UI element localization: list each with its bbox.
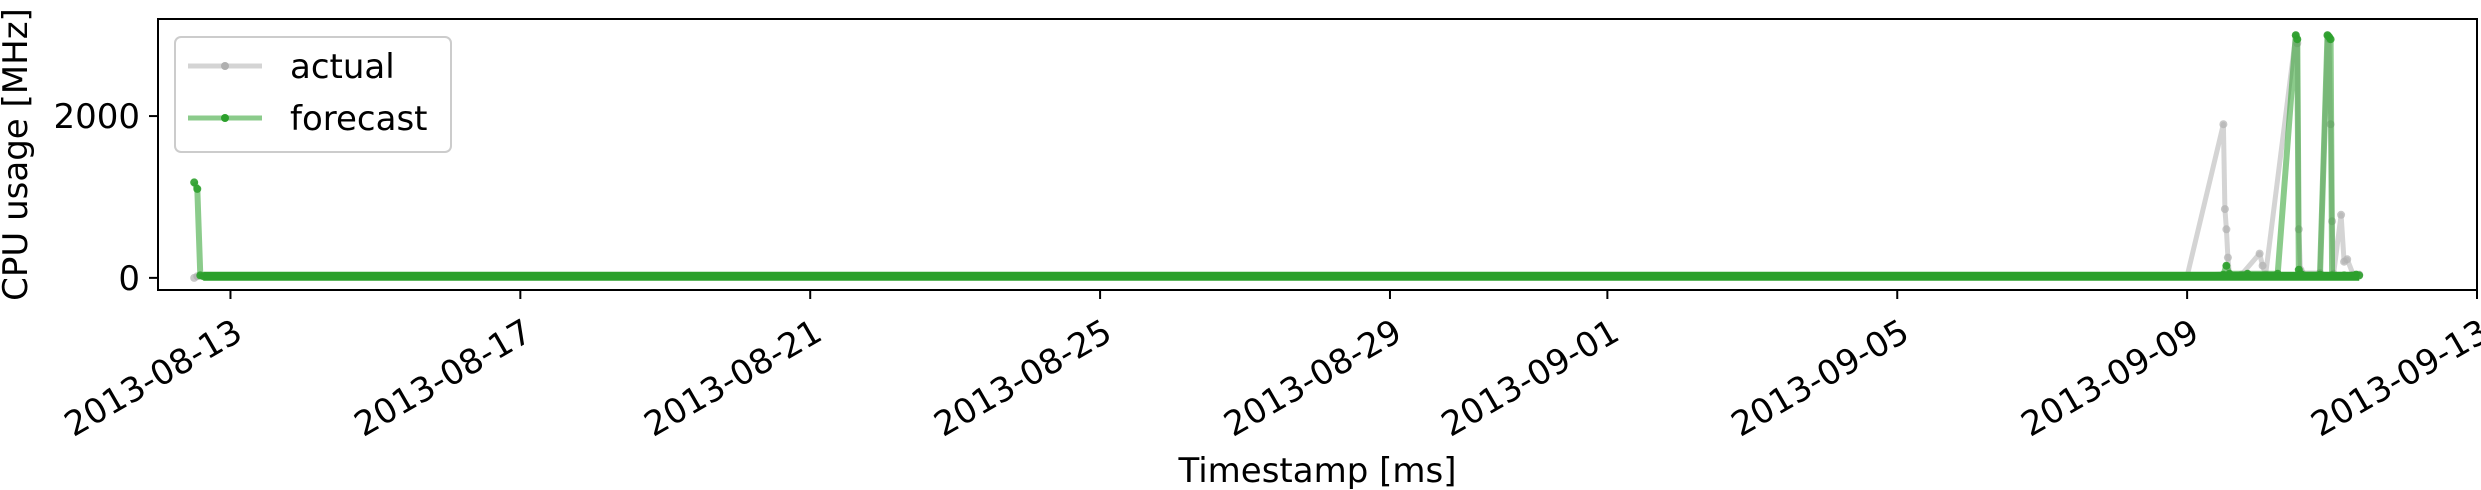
legend-label-actual: actual [290, 47, 395, 87]
data-point [2337, 210, 2346, 219]
x-tick-label: 2013-09-05 [1725, 312, 1916, 445]
data-point [2220, 205, 2229, 214]
y-tick-label: 0 [118, 259, 140, 299]
legend-marker [221, 114, 229, 122]
x-tick-label: 2013-08-21 [638, 312, 829, 445]
legend: actual forecast [174, 36, 452, 153]
data-point [2293, 35, 2302, 44]
data-point [2343, 255, 2352, 264]
legend-marker [221, 62, 229, 70]
data-point [190, 178, 199, 187]
data-point [2223, 253, 2232, 262]
x-tick-label: 2013-09-09 [2015, 312, 2206, 445]
x-tick-label: 2013-09-13 [2304, 312, 2481, 445]
y-axis-title: CPU usage [MHz] [0, 8, 36, 301]
data-point [2222, 225, 2231, 234]
x-axis-title: Timestamp [ms] [1178, 451, 1457, 490]
data-point [2222, 261, 2231, 270]
series-forecast [190, 31, 2364, 281]
data-point [193, 184, 202, 193]
x-tick-label: 2013-08-25 [928, 312, 1119, 445]
data-point [2219, 120, 2228, 129]
x-tick-label: 2013-09-01 [1435, 312, 1626, 445]
x-axis: 2013-08-13 2013-08-17 2013-08-21 2013-08-25… [58, 290, 2481, 445]
data-point [2258, 261, 2267, 270]
x-tick-label: 2013-08-17 [348, 312, 539, 445]
plot-frame [157, 18, 2478, 291]
series-actual [190, 31, 2364, 282]
legend-label-forecast: forecast [290, 99, 428, 139]
y-tick-label: 2000 [53, 97, 140, 137]
data-point [2255, 249, 2264, 258]
y-axis: 0 2000 [53, 97, 158, 299]
data-point [2326, 35, 2335, 44]
plot-area [157, 18, 2478, 291]
series-line-actual [192, 32, 2360, 281]
x-tick-label: 2013-08-13 [58, 312, 249, 445]
x-tick-label: 2013-08-29 [1217, 312, 1408, 445]
series-line-forecast [191, 32, 2360, 280]
